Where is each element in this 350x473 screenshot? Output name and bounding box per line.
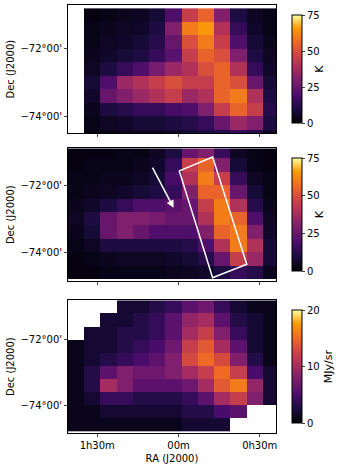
svg-text:50: 50 [307,190,320,201]
svg-text:RA (J2000): RA (J2000) [146,453,199,464]
svg-text:00m: 00m [167,440,189,451]
svg-text:0: 0 [307,118,313,129]
svg-text:−74°00': −74°00' [20,400,62,411]
svg-text:−74°00': −74°00' [20,111,62,122]
svg-text:0h30m: 0h30m [242,440,277,451]
svg-text:75: 75 [307,10,320,21]
svg-text:75: 75 [307,153,320,164]
svg-text:50: 50 [307,46,320,57]
svg-text:Dec (J2000): Dec (J2000) [5,185,16,244]
svg-text:−72°00': −72°00' [20,180,62,191]
svg-text:0: 0 [307,266,313,277]
svg-text:−72°00': −72°00' [20,334,62,345]
svg-text:Dec (J2000): Dec (J2000) [5,337,16,396]
svg-text:K: K [313,65,326,73]
svg-text:0: 0 [307,418,313,429]
svg-text:K: K [313,210,326,218]
svg-text:25: 25 [307,228,320,239]
svg-text:20: 20 [307,305,320,316]
svg-text:1h30m: 1h30m [80,440,115,451]
svg-text:Dec (J2000): Dec (J2000) [5,40,16,99]
svg-text:−74°00': −74°00' [20,247,62,258]
svg-text:−72°00': −72°00' [20,43,62,54]
svg-text:25: 25 [307,82,320,93]
svg-text:10: 10 [307,361,320,372]
svg-text:MJy/sr: MJy/sr [322,350,335,384]
